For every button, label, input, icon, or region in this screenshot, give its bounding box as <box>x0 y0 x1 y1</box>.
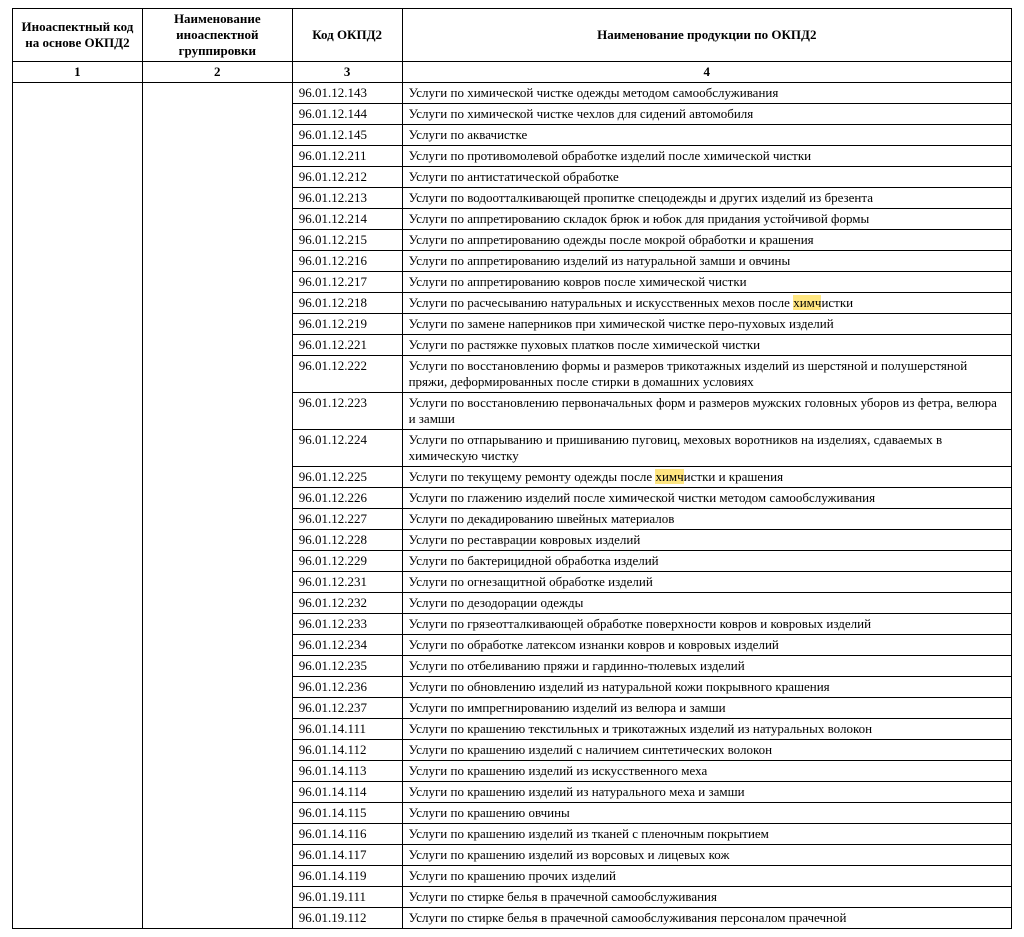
desc-cell: Услуги по расчесыванию натуральных и иск… <box>402 293 1011 314</box>
desc-cell: Услуги по импрегнированию изделий из вел… <box>402 698 1011 719</box>
code-cell: 96.01.12.211 <box>292 146 402 167</box>
desc-cell: Услуги по крашению изделий из натурально… <box>402 782 1011 803</box>
code-cell: 96.01.12.235 <box>292 656 402 677</box>
desc-cell: Услуги по текущему ремонту одежды после … <box>402 467 1011 488</box>
desc-cell: Услуги по аппретированию изделий из нату… <box>402 251 1011 272</box>
code-cell: 96.01.12.145 <box>292 125 402 146</box>
code-cell: 96.01.12.237 <box>292 698 402 719</box>
header-col2: Наименование иноаспектной группировки <box>142 9 292 62</box>
code-cell: 96.01.12.216 <box>292 251 402 272</box>
code-cell: 96.01.14.116 <box>292 824 402 845</box>
desc-cell: Услуги по крашению овчины <box>402 803 1011 824</box>
aspect-code-cell <box>13 83 143 929</box>
code-cell: 96.01.12.223 <box>292 393 402 430</box>
code-cell: 96.01.12.213 <box>292 188 402 209</box>
desc-cell: Услуги по декадированию швейных материал… <box>402 509 1011 530</box>
header-row: Иноаспектный код на основе ОКПД2 Наимено… <box>13 9 1012 62</box>
code-cell: 96.01.14.117 <box>292 845 402 866</box>
num-col2: 2 <box>142 62 292 83</box>
desc-cell: Услуги по восстановлению формы и размеро… <box>402 356 1011 393</box>
code-cell: 96.01.14.119 <box>292 866 402 887</box>
code-cell: 96.01.12.217 <box>292 272 402 293</box>
desc-cell: Услуги по глажению изделий после химичес… <box>402 488 1011 509</box>
code-cell: 96.01.12.218 <box>292 293 402 314</box>
num-col3: 3 <box>292 62 402 83</box>
code-cell: 96.01.12.214 <box>292 209 402 230</box>
code-cell: 96.01.14.113 <box>292 761 402 782</box>
table-row: 96.01.12.143Услуги по химической чистке … <box>13 83 1012 104</box>
desc-cell: Услуги по аквачистке <box>402 125 1011 146</box>
header-col1: Иноаспектный код на основе ОКПД2 <box>13 9 143 62</box>
desc-cell: Услуги по аппретированию складок брюк и … <box>402 209 1011 230</box>
code-cell: 96.01.12.232 <box>292 593 402 614</box>
code-cell: 96.01.12.225 <box>292 467 402 488</box>
desc-cell: Услуги по аппретированию ковров после хи… <box>402 272 1011 293</box>
code-cell: 96.01.14.112 <box>292 740 402 761</box>
highlight: химч <box>655 469 683 484</box>
desc-cell: Услуги по замене наперников при химическ… <box>402 314 1011 335</box>
desc-cell: Услуги по крашению изделий из ворсовых и… <box>402 845 1011 866</box>
code-cell: 96.01.12.224 <box>292 430 402 467</box>
desc-cell: Услуги по обновлению изделий из натураль… <box>402 677 1011 698</box>
desc-cell: Услуги по крашению изделий из искусствен… <box>402 761 1011 782</box>
code-cell: 96.01.14.111 <box>292 719 402 740</box>
code-cell: 96.01.12.233 <box>292 614 402 635</box>
code-cell: 96.01.12.219 <box>292 314 402 335</box>
desc-cell: Услуги по аппретированию одежды после мо… <box>402 230 1011 251</box>
desc-cell: Услуги по отбеливанию пряжи и гардинно-т… <box>402 656 1011 677</box>
code-cell: 96.01.14.115 <box>292 803 402 824</box>
code-cell: 96.01.12.212 <box>292 167 402 188</box>
num-col1: 1 <box>13 62 143 83</box>
desc-cell: Услуги по антистатической обработке <box>402 167 1011 188</box>
highlight: химч <box>793 295 821 310</box>
code-cell: 96.01.12.231 <box>292 572 402 593</box>
code-cell: 96.01.12.236 <box>292 677 402 698</box>
code-cell: 96.01.12.226 <box>292 488 402 509</box>
desc-cell: Услуги по восстановлению первоначальных … <box>402 393 1011 430</box>
desc-cell: Услуги по стирке белья в прачечной самоо… <box>402 887 1011 908</box>
desc-cell: Услуги по стирке белья в прачечной самоо… <box>402 908 1011 929</box>
desc-cell: Услуги по химической чистке чехлов для с… <box>402 104 1011 125</box>
code-cell: 96.01.12.222 <box>292 356 402 393</box>
desc-cell: Услуги по химической чистке одежды метод… <box>402 83 1011 104</box>
desc-cell: Услуги по крашению изделий с наличием си… <box>402 740 1011 761</box>
code-cell: 96.01.19.112 <box>292 908 402 929</box>
code-cell: 96.01.12.228 <box>292 530 402 551</box>
desc-cell: Услуги по реставрации ковровых изделий <box>402 530 1011 551</box>
desc-cell: Услуги по водоотталкивающей пропитке спе… <box>402 188 1011 209</box>
desc-cell: Услуги по бактерицидной обработка издели… <box>402 551 1011 572</box>
code-cell: 96.01.12.215 <box>292 230 402 251</box>
code-cell: 96.01.12.227 <box>292 509 402 530</box>
header-col4: Наименование продукции по ОКПД2 <box>402 9 1011 62</box>
desc-cell: Услуги по противомолевой обработке издел… <box>402 146 1011 167</box>
desc-cell: Услуги по грязеотталкивающей обработке п… <box>402 614 1011 635</box>
header-col3: Код ОКПД2 <box>292 9 402 62</box>
code-cell: 96.01.12.144 <box>292 104 402 125</box>
aspect-name-cell <box>142 83 292 929</box>
desc-cell: Услуги по крашению изделий из тканей с п… <box>402 824 1011 845</box>
desc-cell: Услуги по крашению текстильных и трикота… <box>402 719 1011 740</box>
code-cell: 96.01.12.221 <box>292 335 402 356</box>
table-body: 96.01.12.143Услуги по химической чистке … <box>13 83 1012 929</box>
classifier-table: Иноаспектный код на основе ОКПД2 Наимено… <box>12 8 1012 929</box>
code-cell: 96.01.12.234 <box>292 635 402 656</box>
desc-cell: Услуги по огнезащитной обработке изделий <box>402 572 1011 593</box>
desc-cell: Услуги по обработке латексом изнанки ков… <box>402 635 1011 656</box>
number-row: 1 2 3 4 <box>13 62 1012 83</box>
code-cell: 96.01.14.114 <box>292 782 402 803</box>
desc-cell: Услуги по дезодорации одежды <box>402 593 1011 614</box>
code-cell: 96.01.12.143 <box>292 83 402 104</box>
num-col4: 4 <box>402 62 1011 83</box>
code-cell: 96.01.19.111 <box>292 887 402 908</box>
code-cell: 96.01.12.229 <box>292 551 402 572</box>
desc-cell: Услуги по отпарыванию и пришиванию пугов… <box>402 430 1011 467</box>
desc-cell: Услуги по крашению прочих изделий <box>402 866 1011 887</box>
desc-cell: Услуги по растяжке пуховых платков после… <box>402 335 1011 356</box>
